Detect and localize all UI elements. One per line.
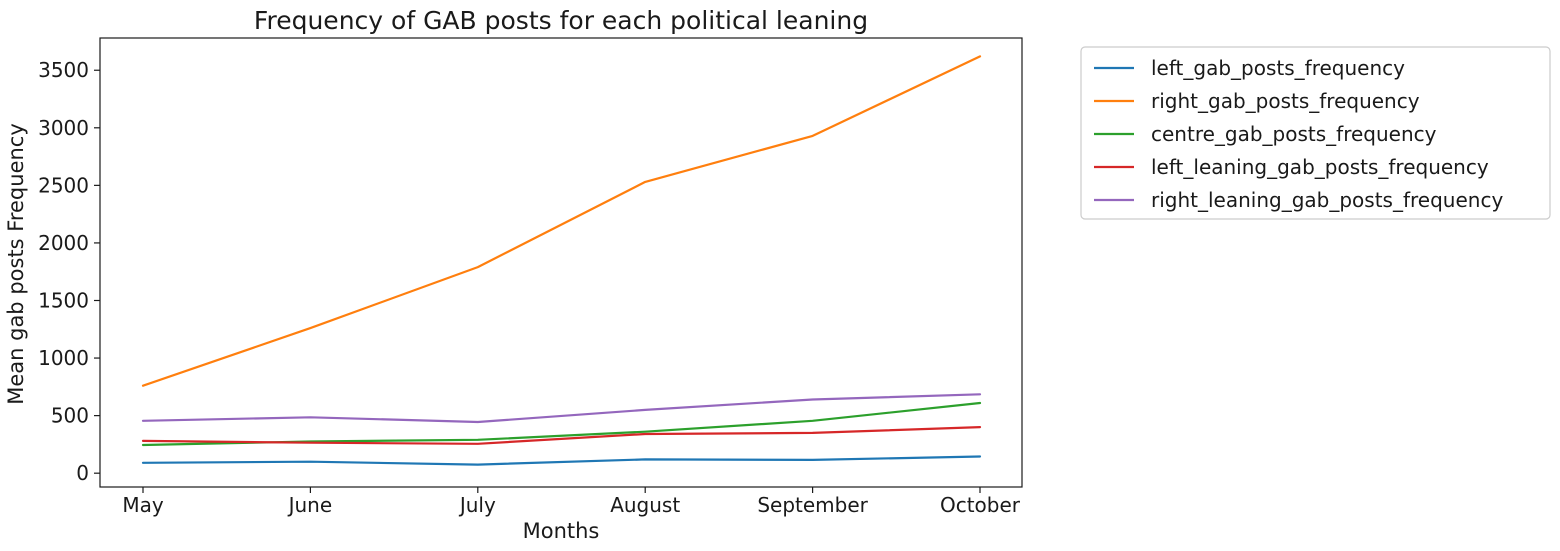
plot-area-frame xyxy=(99,37,1023,488)
x-tick-label: October xyxy=(940,493,1021,517)
x-tick-label: September xyxy=(757,493,868,517)
chart-title: Frequency of GAB posts for each politica… xyxy=(254,6,868,35)
series-line-3 xyxy=(141,426,982,445)
x-tick-label: June xyxy=(287,493,333,517)
y-tick-label: 2500 xyxy=(38,173,89,197)
x-tick-label: July xyxy=(458,493,496,517)
y-tick-label: 0 xyxy=(76,461,89,485)
x-tick-label: August xyxy=(610,493,680,517)
x-axis-ticks: May June July August September October xyxy=(122,487,1021,517)
series-lines xyxy=(141,55,982,466)
legend-entry-label: left_leaning_gab_posts_frequency xyxy=(1151,155,1489,179)
y-tick-label: 2000 xyxy=(38,231,89,255)
y-axis-ticks: 0 500 1000 1500 2000 2500 3000 3500 xyxy=(38,58,100,485)
y-tick-label: 3000 xyxy=(38,116,89,140)
series-line-0 xyxy=(141,455,982,466)
series-line-4 xyxy=(141,393,982,424)
legend-entry-label: centre_gab_posts_frequency xyxy=(1151,122,1437,146)
y-tick-label: 500 xyxy=(51,404,89,428)
legend-entry-label: right_leaning_gab_posts_frequency xyxy=(1151,188,1503,212)
y-axis-label: Mean gab posts Frequency xyxy=(4,123,28,405)
legend: left_gab_posts_frequency right_gab_posts_… xyxy=(1080,46,1551,220)
legend-entry-label: left_gab_posts_frequency xyxy=(1151,56,1405,80)
y-tick-label: 1500 xyxy=(38,288,89,312)
legend-entry-label: right_gab_posts_frequency xyxy=(1151,89,1420,113)
series-line-1 xyxy=(141,55,982,387)
y-tick-label: 3500 xyxy=(38,58,89,82)
x-axis-label: Months xyxy=(523,519,600,543)
legend-frame xyxy=(1080,46,1551,220)
x-tick-label: May xyxy=(122,493,164,517)
y-tick-label: 1000 xyxy=(38,346,89,370)
